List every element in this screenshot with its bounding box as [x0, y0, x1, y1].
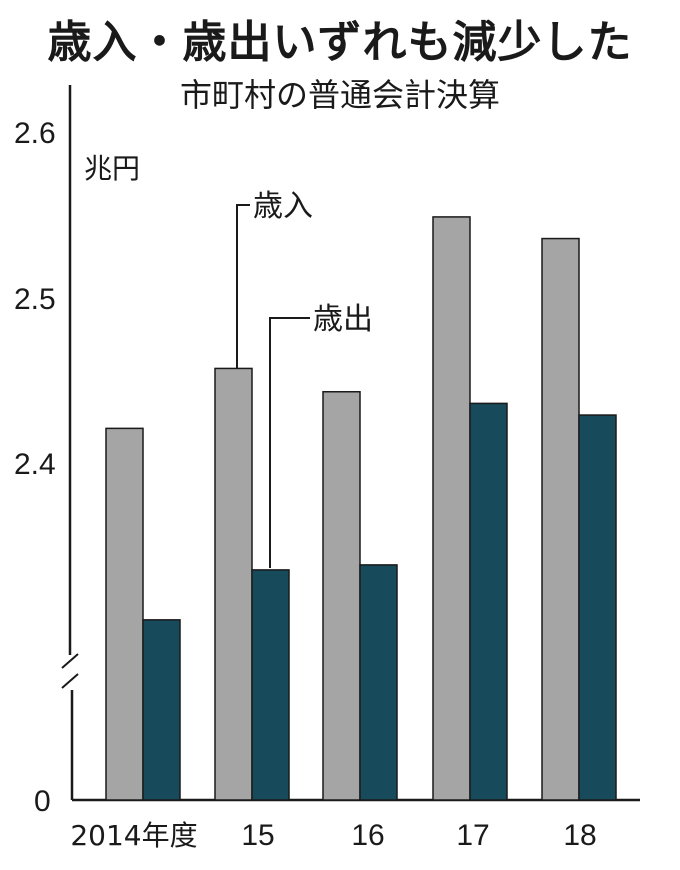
- legend-leader-revenue: [236, 204, 250, 368]
- expenditure-bar: [578, 414, 617, 801]
- y-axis-unit: 兆円: [84, 152, 140, 185]
- chart-title: 歳入・歳出いずれも減少した: [47, 17, 633, 68]
- x-tick-label: 16: [351, 819, 384, 852]
- revenue-bar: [541, 237, 580, 801]
- revenue-bar: [105, 427, 144, 801]
- x-tick-label: 17: [456, 819, 489, 852]
- revenue-bar: [322, 390, 361, 801]
- revenue-bar: [214, 367, 253, 801]
- y-tick-label: 2.4: [14, 448, 56, 481]
- axis-break-mark: [61, 653, 79, 689]
- revenue-bar: [432, 216, 471, 801]
- x-tick-label: 2014年度: [70, 819, 197, 852]
- chart-subtitle: 市町村の普通会計決算: [179, 76, 500, 114]
- legend-leader-expenditure: [269, 317, 310, 568]
- y-tick-label: 2.5: [14, 283, 56, 316]
- expenditure-bar: [251, 569, 290, 801]
- expenditure-bar: [359, 564, 398, 801]
- y-tick-label: 0: [34, 785, 51, 818]
- expenditure-bar: [142, 619, 181, 801]
- legend-label-revenue: 歳入: [253, 189, 313, 224]
- x-tick-label: 18: [563, 819, 596, 852]
- y-tick-label: 2.6: [14, 117, 56, 150]
- x-tick-label: 15: [241, 819, 274, 852]
- expenditure-bar: [469, 402, 508, 801]
- bars-group: [105, 216, 617, 801]
- legend-label-expenditure: 歳出: [313, 302, 373, 337]
